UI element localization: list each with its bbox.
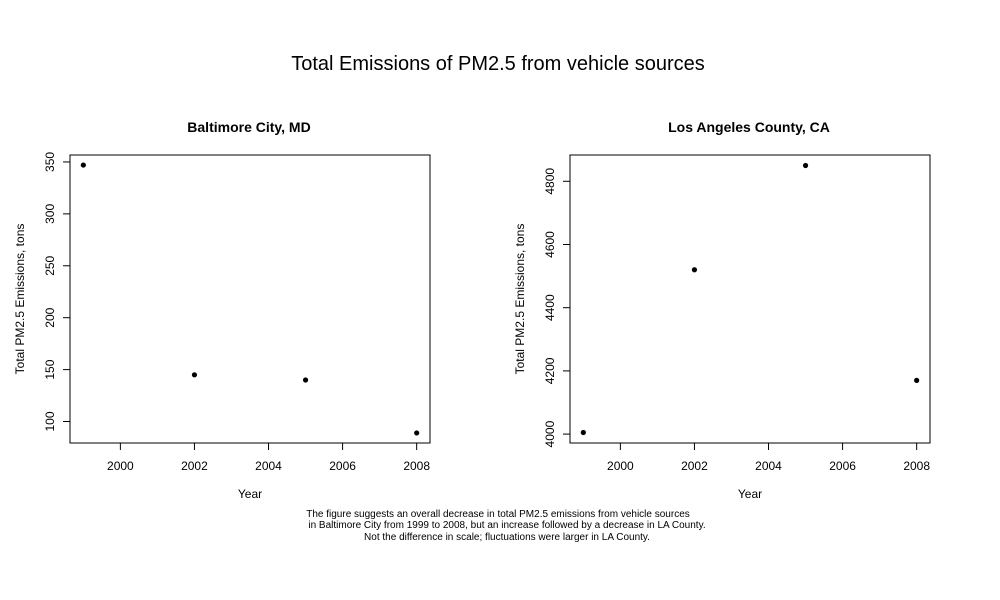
- x-tick-label: 2006: [829, 459, 856, 473]
- main-title: Total Emissions of PM2.5 from vehicle so…: [291, 53, 705, 75]
- y-tick-label: 4600: [543, 231, 557, 258]
- caption-line-1: The figure suggests an overall decrease …: [306, 509, 690, 520]
- caption-line-2: in Baltimore City from 1999 to 2008, but…: [308, 520, 705, 531]
- x-axis: 2000 2002 2004 2006 2008: [607, 442, 930, 473]
- y-tick-label: 4000: [543, 420, 557, 447]
- x-tick-label: 2002: [681, 459, 708, 473]
- data-point: [580, 429, 586, 436]
- y-tick-label: 150: [43, 359, 57, 379]
- data-point: [191, 372, 198, 378]
- y-tick-label: 200: [43, 307, 57, 327]
- data-point: [414, 430, 420, 436]
- data-point: [302, 377, 309, 383]
- x-tick-label: 2004: [755, 459, 782, 473]
- y-axis-label: Total PM2.5 Emissions, tons: [513, 224, 527, 375]
- y-tick-label: 250: [43, 255, 57, 275]
- panel-baltimore: Baltimore City, MD 2000 2002 2004 2006 2008 10…: [13, 119, 431, 501]
- data-points: [80, 162, 420, 436]
- caption: The figure suggests an overall decrease …: [306, 509, 705, 543]
- panel-title: Los Angeles County, CA: [668, 119, 830, 135]
- y-tick-label: 100: [43, 411, 57, 431]
- x-tick-label: 2000: [607, 459, 634, 473]
- data-point: [80, 162, 86, 168]
- y-tick-label: 4200: [543, 357, 557, 384]
- data-point: [691, 267, 698, 273]
- data-point: [802, 162, 809, 169]
- x-tick-label: 2008: [903, 459, 930, 473]
- y-tick-label: 4400: [543, 294, 557, 321]
- y-tick-label: 300: [43, 204, 57, 224]
- plot-frame: [569, 154, 931, 444]
- plot-frame: [69, 154, 431, 444]
- y-tick-label: 350: [43, 152, 57, 172]
- x-axis-label: Year: [238, 487, 262, 501]
- data-point: [914, 377, 920, 383]
- x-tick-label: 2006: [329, 459, 356, 473]
- y-axis: 4000 4200 4400 4600 4800: [543, 168, 571, 447]
- x-axis: 2000 2002 2004 2006 2008: [107, 442, 430, 473]
- x-axis-label: Year: [738, 487, 762, 501]
- x-tick-label: 2008: [403, 459, 430, 473]
- y-axis: 100 150 200 250 300 350: [43, 152, 71, 432]
- x-tick-label: 2000: [107, 459, 134, 473]
- data-points: [580, 162, 920, 436]
- y-axis-label: Total PM2.5 Emissions, tons: [13, 224, 27, 375]
- x-tick-label: 2004: [255, 459, 282, 473]
- x-tick-label: 2002: [181, 459, 208, 473]
- y-tick-label: 4800: [543, 168, 557, 195]
- caption-line-3: Not the difference in scale; fluctuation…: [364, 532, 650, 543]
- panel-title: Baltimore City, MD: [187, 119, 310, 135]
